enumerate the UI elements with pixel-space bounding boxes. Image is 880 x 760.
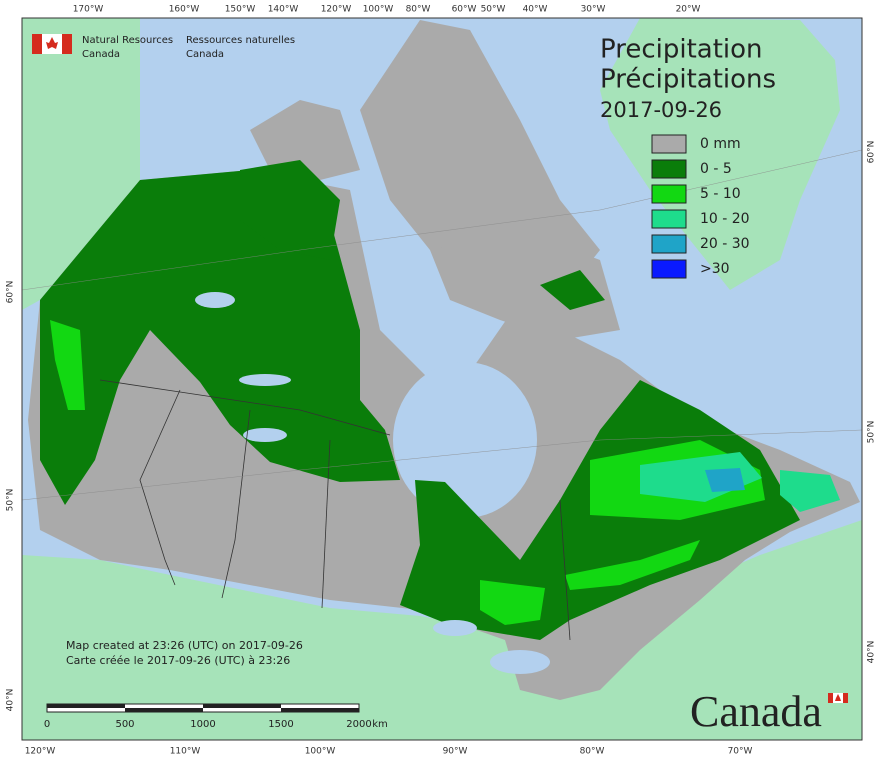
flag-leaf: [835, 694, 841, 701]
scale-segment: [203, 704, 281, 708]
longitude-label: 40°W: [523, 5, 548, 15]
longitude-label: 160°W: [169, 5, 200, 15]
longitude-label: 150°W: [225, 5, 256, 15]
title-date: 2017-09-26: [600, 98, 722, 122]
province-border: [321, 439, 331, 609]
agency-name: Natural Resources: [82, 35, 173, 46]
credit-line: Map created at 23:26 (UTC) on 2017-09-26: [66, 639, 303, 652]
legend-swatch: [651, 234, 687, 254]
greenland: [600, 18, 840, 290]
legend-swatch: [651, 134, 687, 154]
longitude-label: 100°W: [305, 747, 336, 757]
precip-5-10-ontario: [480, 580, 545, 625]
province-border: [221, 409, 251, 599]
agency-name: Canada: [82, 49, 120, 60]
great-lake: [490, 650, 550, 674]
agency-name: Canada: [186, 49, 224, 60]
graticule-line: [21, 149, 863, 291]
graticule-line: [21, 429, 863, 501]
lake: [239, 374, 291, 386]
longitude-label: 70°W: [728, 747, 753, 757]
wordmark-flag: [828, 693, 848, 703]
arctic-island: [250, 100, 360, 180]
legend-swatch: [651, 184, 687, 204]
scale-segment: [47, 704, 125, 708]
precip-5-10-coast: [50, 320, 85, 410]
flag-bar: [62, 34, 72, 54]
alaska: [22, 18, 140, 310]
precip-0-5-north: [240, 160, 340, 260]
longitude-label: 170°W: [73, 5, 104, 15]
longitude-label: 80°W: [406, 5, 431, 15]
longitude-label: 120°W: [321, 5, 352, 15]
precip-0-5-newfoundland: [540, 270, 605, 310]
longitude-label: 50°W: [481, 5, 506, 15]
scale-label: 500: [115, 719, 134, 730]
credit-line: Carte créée le 2017-09-26 (UTC) à 23:26: [66, 654, 290, 667]
lake: [195, 292, 235, 308]
longitude-label: 60°W: [452, 5, 477, 15]
longitude-label: 140°W: [268, 5, 299, 15]
hudson-bay: [393, 362, 537, 518]
scale-label: 2000: [346, 719, 371, 730]
precip-20-30: [705, 468, 745, 492]
flag-bar: [828, 693, 833, 703]
agency-name: Ressources naturelles: [186, 35, 295, 46]
flag-bar: [32, 34, 42, 54]
flag-bar: [843, 693, 848, 703]
legend-label: 0 - 5: [700, 161, 732, 177]
canada-wordmark: Canada: [690, 687, 822, 736]
longitude-label: 90°W: [443, 747, 468, 757]
agency-signature: [32, 34, 72, 54]
latitude-label: 60°N: [867, 141, 877, 164]
legend-swatch: [651, 209, 687, 229]
legend-label: 5 - 10: [700, 186, 741, 202]
longitude-label: 110°W: [170, 747, 201, 757]
scale-segment: [125, 708, 203, 712]
title-english: Precipitation: [600, 35, 763, 65]
latitude-label: 50°N: [867, 421, 877, 444]
province-border: [559, 499, 571, 641]
latitude-label: 40°N: [867, 641, 877, 664]
legend-label: 20 - 30: [700, 236, 750, 252]
scale-label: 1000: [190, 719, 215, 730]
latitude-label: 60°N: [6, 281, 16, 304]
longitude-label: 80°W: [580, 747, 605, 757]
legend-label: 10 - 20: [700, 211, 750, 227]
flag-leaf: [46, 37, 58, 49]
latitude-label: 50°N: [6, 489, 16, 512]
arctic-island: [360, 20, 600, 300]
longitude-label: 100°W: [363, 5, 394, 15]
scale-bar: [46, 703, 360, 713]
map-area: [21, 17, 863, 741]
great-lake: [433, 620, 477, 636]
scale-unit: km: [372, 719, 388, 730]
province-border: [139, 389, 181, 586]
precip-10-20-newfoundland: [780, 470, 840, 512]
map-frame: [21, 17, 863, 741]
lake: [243, 428, 287, 442]
legend-swatch: [651, 159, 687, 179]
latitude-label: 40°N: [6, 689, 16, 712]
territory-border: [99, 379, 391, 436]
scale-label: 1500: [268, 719, 293, 730]
baffin-island: [430, 230, 620, 340]
precip-5-10-stlawrence: [565, 540, 700, 590]
legend-swatch: [651, 259, 687, 279]
legend-label: >30: [700, 261, 730, 277]
scale-label: 0: [44, 719, 50, 730]
title-french: Précipitations: [600, 65, 776, 95]
longitude-label: 30°W: [581, 5, 606, 15]
scale-segment: [281, 708, 359, 712]
legend-label: 0 mm: [700, 136, 741, 152]
longitude-label: 20°W: [676, 5, 701, 15]
longitude-label: 120°W: [25, 747, 56, 757]
